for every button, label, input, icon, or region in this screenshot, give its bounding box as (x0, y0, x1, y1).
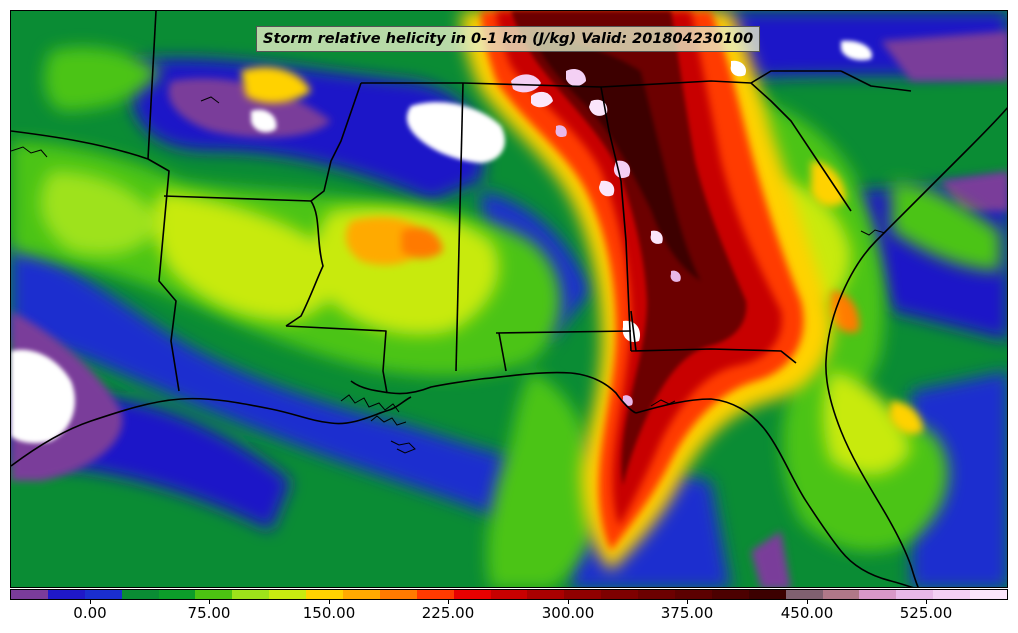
colorbar-label: 75.00 (187, 604, 231, 622)
colorbar-label: 225.00 (421, 604, 475, 622)
colorbar-label: 450.00 (780, 604, 834, 622)
colorbar-ticks: 0.00 75.00 150.00 225.00 300.00 375.00 450.00 5… (10, 600, 1008, 630)
colorbar-segment (416, 590, 454, 599)
map-svg (11, 11, 1007, 587)
colorbar-segment (306, 590, 344, 599)
map-title: Storm relative helicity in 0-1 km (J/kg)… (256, 26, 761, 52)
colorbar-segment (785, 590, 823, 599)
colorbar-tick (807, 600, 808, 604)
colorbar-segment (232, 590, 270, 599)
colorbar-segment (121, 590, 159, 599)
helicity-corridor-red (496, 11, 782, 526)
colorbar-segment (527, 590, 565, 599)
colorbar-segment (379, 590, 417, 599)
colorbar-segment (11, 590, 48, 599)
colorbar-segment (822, 590, 860, 599)
coast-detail (11, 96, 886, 454)
colorbar-segment (638, 590, 676, 599)
colorbar-label: 300.00 (541, 604, 595, 622)
colorbar-segment (453, 590, 491, 599)
colorbar-segment (896, 590, 934, 599)
colorbar-segment (84, 590, 122, 599)
colorbar-segment (933, 590, 971, 599)
colorbar-tick (568, 600, 569, 604)
colorbar-segment (970, 590, 1008, 599)
colorbar-segment (269, 590, 307, 599)
colorbar (10, 589, 1008, 600)
colorbar-segment (601, 590, 639, 599)
colorbar-segment (195, 590, 233, 599)
coastlines (11, 107, 1007, 587)
colorbar-segment (564, 590, 602, 599)
colorbar-label: 375.00 (660, 604, 714, 622)
colorbar-tick (209, 600, 210, 604)
helicity-offscale-regions (11, 40, 872, 444)
helicity-high-patches (241, 67, 923, 435)
colorbar-segment (158, 590, 196, 599)
colorbar-label: 525.00 (899, 604, 953, 622)
colorbar-segment (675, 590, 712, 599)
colorbar-tick (329, 600, 330, 604)
colorbar-segment (343, 590, 380, 599)
helicity-extreme-cells (511, 60, 747, 406)
colorbar-segment (47, 590, 85, 599)
colorbar-tick (687, 600, 688, 604)
colorbar-tick (926, 600, 927, 604)
colorbar-tick (448, 600, 449, 604)
helicity-corridor-core (511, 11, 747, 486)
colorbar-segment (711, 590, 749, 599)
colorbar-segment (859, 590, 897, 599)
helicity-map: Storm relative helicity in 0-1 km (J/kg)… (10, 10, 1008, 588)
colorbar-tick (90, 600, 91, 604)
colorbar-label: 0.00 (73, 604, 107, 622)
state-borders (11, 11, 912, 394)
colorbar-segment (490, 590, 528, 599)
colorbar-segment (748, 590, 786, 599)
colorbar-label: 150.00 (302, 604, 356, 622)
